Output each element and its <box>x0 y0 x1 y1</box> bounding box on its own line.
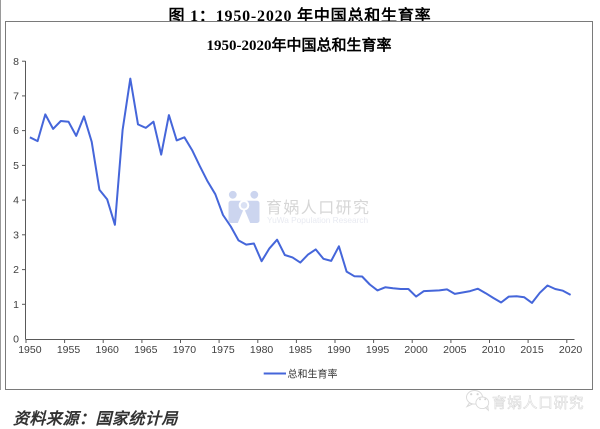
svg-text:8: 8 <box>13 56 19 68</box>
svg-text:1955: 1955 <box>57 344 81 356</box>
svg-text:4: 4 <box>13 195 19 207</box>
svg-text:1985: 1985 <box>289 344 313 356</box>
svg-text:总和生育率: 总和生育率 <box>288 368 338 381</box>
svg-text:1975: 1975 <box>211 344 235 356</box>
svg-text:3: 3 <box>13 229 19 241</box>
svg-text:1965: 1965 <box>134 344 158 356</box>
svg-text:2015: 2015 <box>520 344 544 356</box>
svg-text:2020: 2020 <box>559 344 583 356</box>
svg-text:5: 5 <box>13 160 19 172</box>
svg-text:1960: 1960 <box>96 344 120 356</box>
svg-text:1970: 1970 <box>173 344 197 356</box>
svg-text:2: 2 <box>13 264 19 276</box>
svg-text:1950: 1950 <box>18 344 42 356</box>
svg-text:2005: 2005 <box>443 344 467 356</box>
svg-text:2010: 2010 <box>482 344 506 356</box>
svg-text:1990: 1990 <box>327 344 351 356</box>
svg-text:1980: 1980 <box>250 344 274 356</box>
svg-text:2000: 2000 <box>404 344 428 356</box>
svg-text:1995: 1995 <box>366 344 390 356</box>
svg-text:7: 7 <box>13 91 19 103</box>
svg-text:0: 0 <box>13 334 19 346</box>
svg-text:1: 1 <box>13 299 19 311</box>
svg-text:6: 6 <box>13 125 19 137</box>
